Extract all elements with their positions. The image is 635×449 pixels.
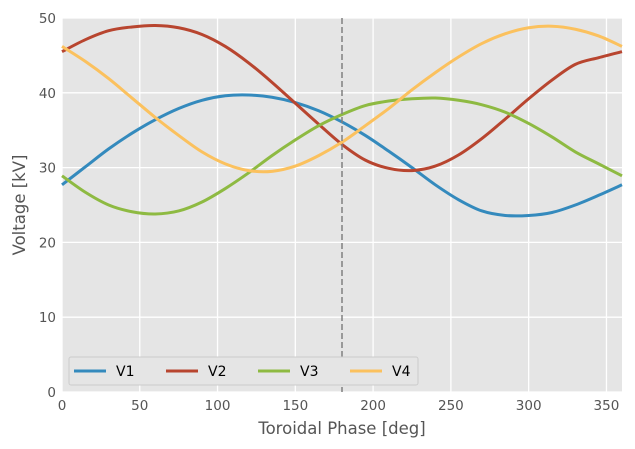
y-tick-label: 30	[39, 161, 56, 177]
legend-box	[68, 356, 419, 386]
x-tick-label: 300	[516, 398, 542, 414]
legend-label: V4	[392, 364, 411, 380]
y-axis-label: Voltage [kV]	[10, 155, 29, 256]
x-tick-label: 0	[58, 398, 67, 414]
x-tick-label: 150	[282, 398, 308, 414]
x-tick-label: 350	[594, 398, 620, 414]
y-tick-label: 40	[39, 86, 56, 102]
x-tick-label: 200	[360, 398, 386, 414]
x-tick-label: 100	[205, 398, 231, 414]
y-tick-label: 50	[39, 11, 56, 27]
x-tick-label: 250	[438, 398, 464, 414]
y-tick-label: 10	[39, 310, 56, 326]
x-tick-labels: 0 50 100 150 200 250 300 350	[58, 398, 620, 414]
series-line-v4	[61, 24, 623, 174]
legend-label: V3	[300, 364, 318, 380]
x-axis-label: Toroidal Phase [deg]	[257, 419, 425, 438]
y-tick-label: 0	[47, 385, 56, 401]
legend-label: V1	[116, 364, 134, 380]
y-tick-label: 20	[39, 235, 56, 251]
x-tick-label: 50	[131, 398, 148, 414]
legend: V1 V2 V3 V4	[68, 356, 419, 386]
series-line-v3	[61, 96, 623, 216]
legend-label: V2	[208, 364, 226, 380]
y-tick-labels: 0 10 20 30 40 50	[39, 11, 56, 401]
